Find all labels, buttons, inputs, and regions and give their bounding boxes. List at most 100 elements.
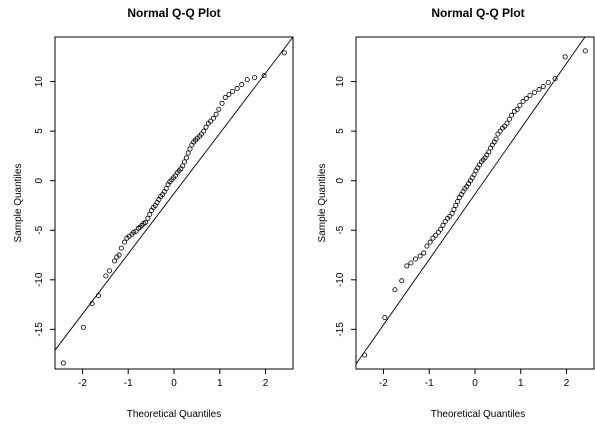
data-point	[451, 206, 457, 212]
data-point	[552, 76, 558, 82]
data-point	[455, 199, 461, 205]
data-point	[261, 73, 267, 79]
qq-reference-line	[356, 37, 586, 365]
data-point	[545, 80, 551, 86]
y-tick-label: 5	[34, 128, 45, 134]
y-axis: -15 -10 -5 0 5 10	[335, 76, 356, 337]
data-point	[509, 112, 515, 118]
data-point	[219, 100, 225, 106]
y-tick-label: -10	[34, 272, 45, 287]
x-tick-label: 1	[518, 378, 524, 389]
x-tick-label: -1	[425, 378, 434, 389]
chart-title: Normal Q-Q Plot	[431, 6, 524, 20]
data-point	[421, 250, 427, 256]
qq-reference-line	[55, 37, 293, 351]
data-point	[392, 287, 398, 293]
data-point	[504, 120, 510, 126]
data-point	[424, 243, 430, 249]
y-tick-label: -15	[335, 322, 346, 337]
data-point	[412, 256, 418, 262]
data-point	[145, 215, 151, 221]
chart-title: Normal Q-Q Plot	[127, 6, 220, 20]
data-point	[118, 245, 124, 251]
data-point	[210, 115, 216, 121]
data-point	[471, 172, 477, 178]
data-point	[234, 86, 240, 92]
y-tick-label: -15	[34, 322, 45, 337]
data-point	[147, 211, 153, 217]
data-point	[506, 116, 512, 122]
qq-panel-right: Normal Q-Q Plot Theoretical Quantiles Sa…	[317, 6, 595, 420]
data-point	[362, 352, 368, 358]
data-point	[185, 150, 191, 156]
data-point	[404, 263, 410, 269]
y-axis-label: Sample Quantiles	[13, 164, 24, 243]
x-axis-label: Theoretical Quantiles	[431, 409, 526, 420]
plot-frame	[355, 36, 595, 370]
data-point	[230, 89, 236, 95]
y-tick-label: -5	[335, 225, 346, 234]
y-tick-label: -5	[34, 225, 45, 234]
data-point	[582, 48, 588, 54]
data-point	[143, 219, 149, 225]
data-point	[252, 75, 258, 81]
data-point	[103, 273, 109, 279]
data-point	[182, 159, 188, 165]
data-point	[122, 239, 128, 245]
data-point	[408, 260, 414, 266]
data-point	[116, 252, 122, 258]
qq-panel-left: Normal Q-Q Plot Theoretical Quantiles Sa…	[13, 6, 294, 420]
data-point	[453, 202, 459, 208]
data-point	[493, 136, 499, 142]
data-point	[201, 128, 207, 134]
data-point	[430, 235, 436, 241]
x-tick-label: 2	[564, 378, 570, 389]
data-point	[438, 226, 444, 232]
plot-frame	[54, 36, 294, 370]
x-tick-label: 1	[217, 378, 223, 389]
data-point	[95, 293, 101, 299]
data-point	[222, 94, 228, 100]
y-tick-label: 0	[34, 177, 45, 183]
data-point	[226, 91, 232, 97]
y-axis-label: Sample Quantiles	[317, 164, 328, 243]
data-point	[427, 239, 433, 245]
data-point	[536, 87, 542, 93]
data-point	[514, 106, 520, 112]
data-point	[562, 54, 568, 60]
data-point	[163, 186, 169, 192]
data-point	[216, 106, 222, 112]
data-point	[187, 146, 193, 152]
y-tick-label: 0	[335, 177, 346, 183]
data-point	[112, 258, 118, 264]
data-point	[433, 232, 439, 238]
y-tick-label: -10	[335, 272, 346, 287]
data-point	[244, 77, 250, 83]
data-point	[417, 253, 423, 259]
x-tick-label: 0	[472, 378, 478, 389]
data-point	[540, 84, 546, 90]
data-point	[180, 163, 186, 169]
y-tick-label: 10	[335, 76, 346, 88]
data-point	[106, 268, 112, 274]
data-point	[208, 118, 214, 124]
y-tick-label: 10	[34, 76, 45, 88]
data-point	[80, 324, 86, 330]
data-point	[527, 92, 533, 98]
data-point	[532, 89, 538, 95]
x-axis-label: Theoretical Quantiles	[127, 409, 222, 420]
data-point	[486, 149, 492, 155]
x-tick-label: 2	[263, 378, 269, 389]
data-point	[440, 222, 446, 228]
data-point	[131, 229, 137, 235]
data-point	[183, 155, 189, 161]
x-axis: -2 -1 0 1 2	[379, 369, 570, 389]
data-point	[517, 102, 523, 108]
data-point	[203, 124, 209, 130]
data-point	[239, 82, 245, 88]
x-tick-label: -1	[124, 378, 133, 389]
data-point	[382, 314, 388, 320]
y-tick-label: 5	[335, 128, 346, 134]
data-point	[213, 111, 219, 117]
data-point	[523, 95, 529, 101]
